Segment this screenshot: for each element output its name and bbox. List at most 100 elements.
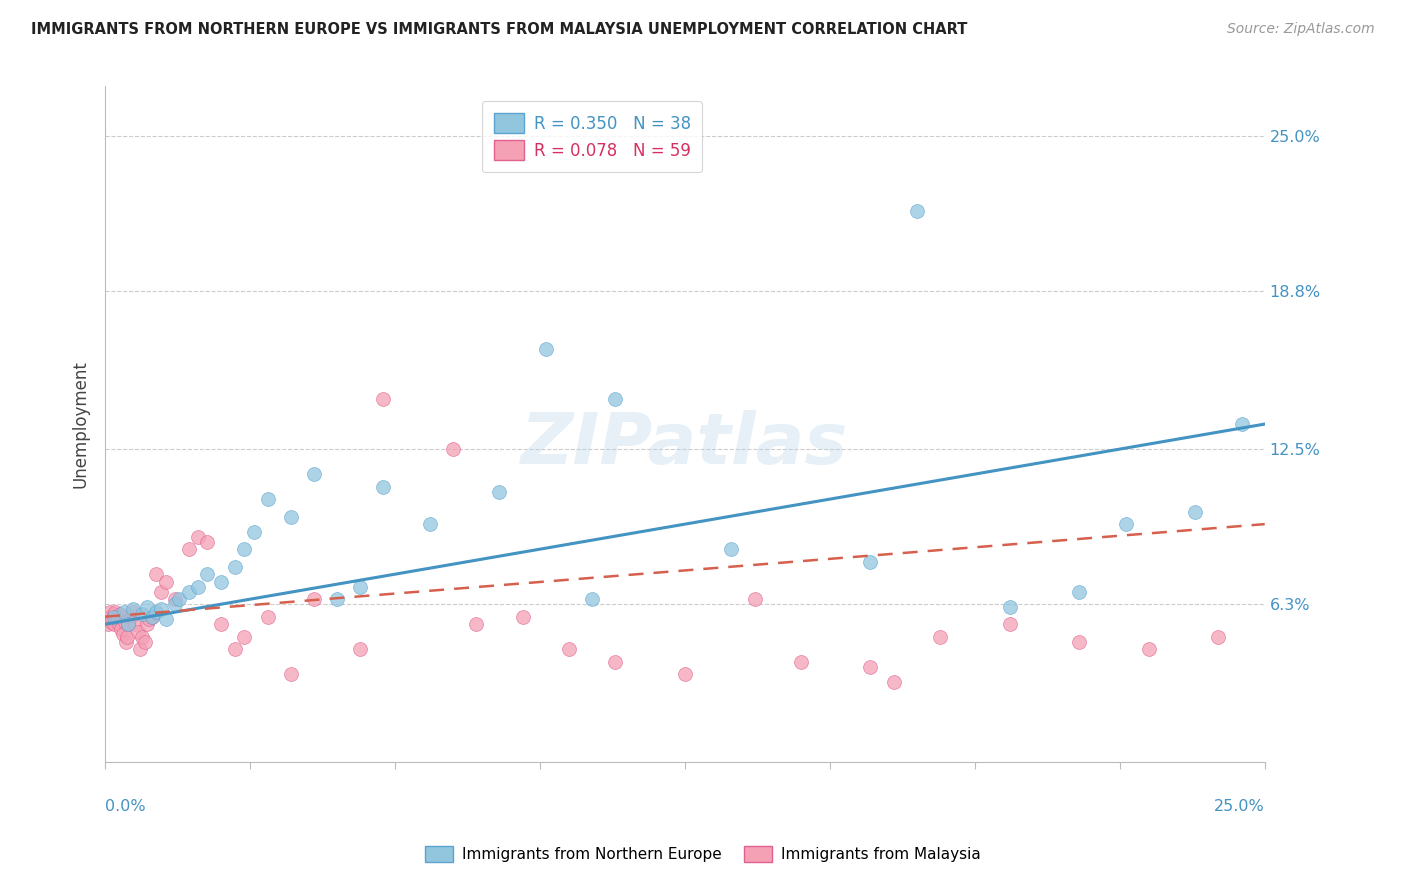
Point	[117, 617, 139, 632]
Point	[744, 592, 766, 607]
Point	[155, 574, 177, 589]
Point	[1069, 584, 1091, 599]
Point	[112, 605, 135, 619]
Point	[790, 655, 813, 669]
Point	[138, 612, 160, 626]
Point	[101, 612, 124, 626]
Point	[177, 542, 200, 557]
Point	[104, 605, 127, 619]
Point	[558, 642, 581, 657]
Point	[110, 622, 132, 636]
Point	[224, 642, 246, 657]
Point	[145, 567, 167, 582]
Point	[105, 609, 128, 624]
Point	[136, 617, 159, 632]
Point	[242, 524, 264, 539]
Point	[155, 612, 177, 626]
Point	[581, 592, 603, 607]
Point	[883, 674, 905, 689]
Point	[108, 617, 131, 632]
Point	[127, 624, 149, 639]
Point	[673, 667, 696, 681]
Point	[195, 534, 218, 549]
Point	[149, 584, 172, 599]
Point	[534, 342, 557, 356]
Point	[108, 607, 131, 622]
Point	[1069, 634, 1091, 648]
Point	[136, 599, 159, 614]
Point	[103, 617, 125, 632]
Point	[998, 617, 1021, 632]
Point	[96, 617, 118, 632]
Point	[169, 592, 191, 607]
Text: 0.0%: 0.0%	[105, 799, 146, 814]
Point	[145, 605, 167, 619]
Point	[280, 509, 302, 524]
Point	[122, 602, 145, 616]
Text: ZIPatlas: ZIPatlas	[522, 409, 849, 479]
Point	[141, 609, 163, 624]
Point	[233, 630, 256, 644]
Point	[117, 630, 139, 644]
Point	[195, 567, 218, 582]
Point	[465, 617, 488, 632]
Point	[141, 609, 163, 624]
Point	[441, 442, 464, 456]
Point	[134, 634, 156, 648]
Point	[187, 530, 209, 544]
Point	[419, 517, 441, 532]
Point	[1184, 505, 1206, 519]
Point	[149, 602, 172, 616]
Text: Source: ZipAtlas.com: Source: ZipAtlas.com	[1227, 22, 1375, 37]
Point	[124, 617, 146, 632]
Point	[115, 634, 138, 648]
Point	[122, 605, 145, 619]
Point	[129, 642, 152, 657]
Point	[97, 609, 120, 624]
Point	[859, 555, 882, 569]
Point	[111, 627, 134, 641]
Legend: R = 0.350   N = 38, R = 0.078   N = 59: R = 0.350 N = 38, R = 0.078 N = 59	[482, 102, 703, 172]
Point	[859, 659, 882, 673]
Legend: Immigrants from Northern Europe, Immigrants from Malaysia: Immigrants from Northern Europe, Immigra…	[419, 839, 987, 868]
Point	[280, 667, 302, 681]
Point	[929, 630, 952, 644]
Point	[209, 574, 232, 589]
Point	[112, 609, 135, 624]
Point	[209, 617, 232, 632]
Point	[373, 392, 395, 406]
Point	[605, 392, 627, 406]
Text: 25.0%: 25.0%	[1213, 799, 1265, 814]
Point	[720, 542, 742, 557]
Point	[998, 599, 1021, 614]
Point	[605, 655, 627, 669]
Point	[905, 204, 928, 219]
Point	[120, 609, 142, 624]
Point	[177, 584, 200, 599]
Point	[512, 609, 534, 624]
Point	[131, 607, 153, 622]
Point	[131, 630, 153, 644]
Point	[349, 642, 371, 657]
Point	[326, 592, 349, 607]
Point	[373, 480, 395, 494]
Point	[1115, 517, 1137, 532]
Point	[256, 609, 278, 624]
Point	[1208, 630, 1230, 644]
Point	[187, 580, 209, 594]
Point	[1137, 642, 1160, 657]
Y-axis label: Unemployment: Unemployment	[72, 360, 89, 488]
Point	[103, 609, 125, 624]
Point	[349, 580, 371, 594]
Point	[117, 617, 139, 632]
Point	[107, 612, 129, 626]
Point	[98, 605, 121, 619]
Point	[233, 542, 256, 557]
Point	[224, 559, 246, 574]
Point	[256, 492, 278, 507]
Point	[100, 615, 122, 629]
Point	[1230, 417, 1253, 431]
Point	[163, 597, 186, 611]
Point	[114, 615, 136, 629]
Point	[488, 484, 510, 499]
